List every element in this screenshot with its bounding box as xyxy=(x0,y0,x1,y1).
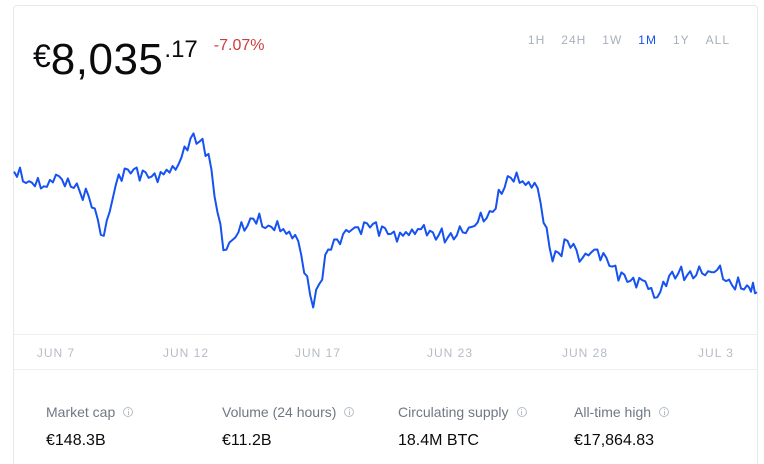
stat-market-cap: Market cap €148.3B xyxy=(46,404,134,450)
range-1m[interactable]: 1M xyxy=(638,33,657,47)
x-tick-label: JUN 28 xyxy=(561,346,609,360)
x-tick-label: JUN 7 xyxy=(36,346,76,360)
range-1y[interactable]: 1Y xyxy=(672,33,690,47)
currency-symbol: € xyxy=(33,38,51,74)
stat-volume: Volume (24 hours) €11.2B xyxy=(222,404,355,450)
stat-value: €17,864.83 xyxy=(574,432,655,449)
info-icon[interactable] xyxy=(123,407,134,417)
info-icon[interactable] xyxy=(516,407,527,417)
price-fraction: .17 xyxy=(164,36,198,63)
stat-label: All-time high xyxy=(574,404,652,420)
stat-value: 18.4M BTC xyxy=(398,432,479,449)
price-line xyxy=(13,132,758,309)
time-range-selector: 1H 24H 1W 1M 1Y ALL xyxy=(520,33,738,47)
stat-all-time-high: All-time high €17,864.83 xyxy=(574,404,670,450)
x-tick-label: JUN 17 xyxy=(294,346,342,360)
x-tick-label: JUN 23 xyxy=(426,346,474,360)
stat-value: €11.2B xyxy=(222,432,272,449)
price-card xyxy=(13,5,758,464)
info-icon[interactable] xyxy=(344,407,355,417)
stat-label: Market cap xyxy=(46,404,116,420)
info-icon[interactable] xyxy=(659,407,670,417)
range-1h[interactable]: 1H xyxy=(527,33,546,47)
stat-label: Circulating supply xyxy=(398,404,509,420)
x-tick-label: JUN 12 xyxy=(162,346,210,360)
x-tick-label: JUL 3 xyxy=(698,346,734,360)
stat-circulating-supply: Circulating supply 18.4M BTC xyxy=(398,404,527,450)
stat-value: €148.3B xyxy=(46,432,106,449)
current-price: € 8,035 .17 -7.07% xyxy=(33,32,264,82)
range-24h[interactable]: 24H xyxy=(561,33,587,47)
price-whole: 8,035 xyxy=(50,35,164,84)
range-all[interactable]: ALL xyxy=(705,33,730,47)
range-1w[interactable]: 1W xyxy=(602,33,623,47)
stat-label: Volume (24 hours) xyxy=(222,404,337,420)
x-axis: JUN 7 JUN 12 JUN 17 JUN 23 JUN 28 JUL 3 xyxy=(14,334,758,370)
price-change-percent: -7.07% xyxy=(213,37,265,54)
